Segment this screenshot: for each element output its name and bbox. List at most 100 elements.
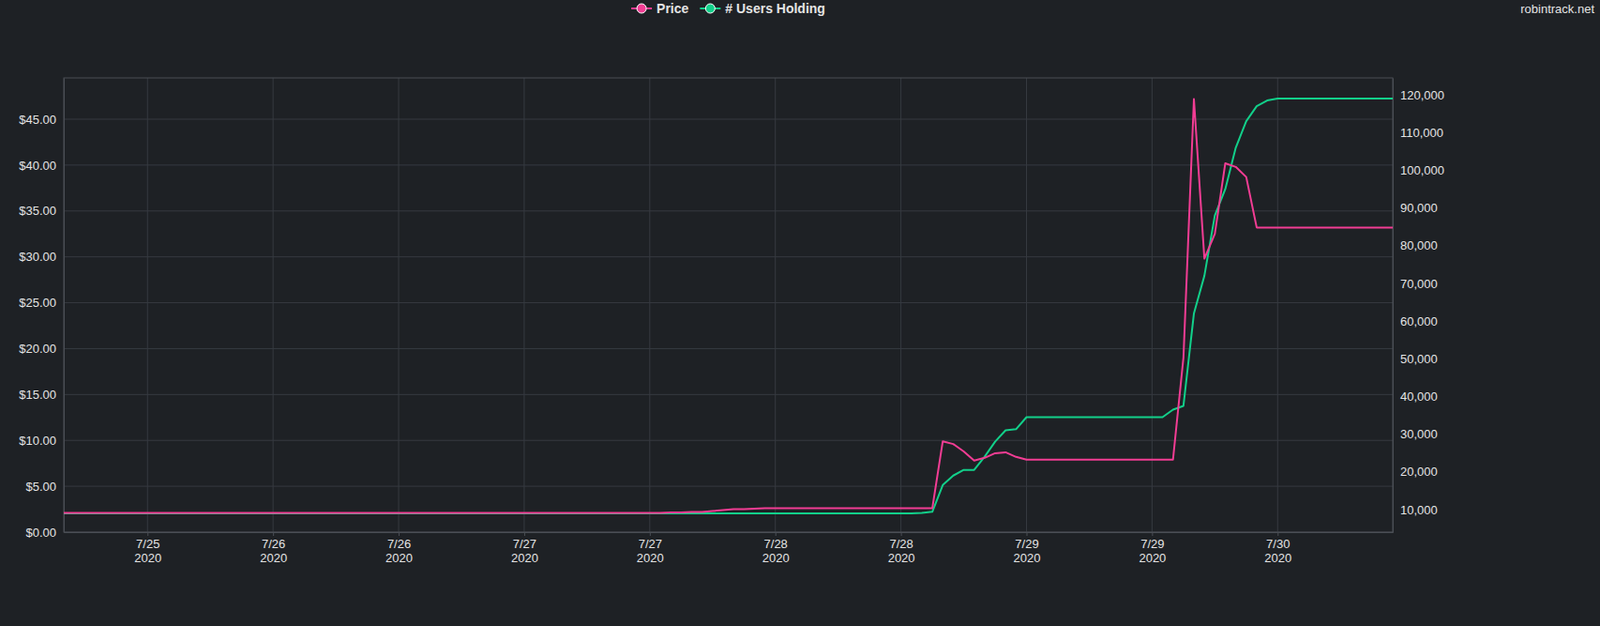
grid-line <box>272 77 274 532</box>
grid <box>63 77 1393 532</box>
tick-label: $35.00 <box>18 203 57 218</box>
tick-label: 7/272020 <box>636 536 665 565</box>
tick-label: $25.00 <box>18 295 57 310</box>
grid-line <box>63 164 1393 166</box>
tick-label: $0.00 <box>25 525 57 540</box>
tick: 7/302020 <box>1264 531 1292 565</box>
tick-label: 80,000 <box>1400 238 1438 253</box>
chart: 7/252020 7/262020 7/262020 7/272020 7/272020… <box>0 0 1600 626</box>
grid-line <box>63 485 1393 487</box>
tick-label: 110,000 <box>1400 125 1444 140</box>
tick-label: $30.00 <box>18 249 57 264</box>
tick: 7/262020 <box>259 531 287 565</box>
legend-item[interactable]: # Users Holding <box>699 0 826 16</box>
tick-mark <box>1151 531 1153 536</box>
tick: $0.00 <box>25 525 64 540</box>
tick-label: 40,000 <box>1400 389 1438 404</box>
legend-item[interactable]: Price <box>631 0 689 16</box>
tick: 7/282020 <box>888 531 916 565</box>
tick-mark <box>649 531 651 536</box>
grid-line <box>649 77 650 532</box>
tick: 7/292020 <box>1013 531 1042 565</box>
tick-label: 7/282020 <box>888 536 916 565</box>
plot-frame <box>63 77 1393 532</box>
tick: $20.00 <box>18 341 64 356</box>
tick-label: 30,000 <box>1400 426 1438 441</box>
grid-line <box>523 77 525 532</box>
tick-mark <box>147 531 149 536</box>
tick-label: $5.00 <box>25 479 57 494</box>
tick: $25.00 <box>18 295 64 310</box>
tick: $5.00 <box>25 479 64 494</box>
grid-line <box>1277 77 1279 532</box>
tick: 7/252020 <box>134 531 162 565</box>
legend-label: # Users Holding <box>724 0 826 16</box>
tick: 7/292020 <box>1138 531 1166 565</box>
tick-label: $15.00 <box>18 387 57 402</box>
tick: 7/262020 <box>385 531 413 565</box>
tick-label: 20,000 <box>1400 464 1438 479</box>
tick: 70,000 <box>1392 276 1438 291</box>
tick: 60,000 <box>1392 314 1438 329</box>
grid-line <box>63 393 1393 395</box>
tick-mark <box>398 531 400 536</box>
x-axis: 7/252020 7/262020 7/262020 7/272020 7/272020… <box>64 531 1394 565</box>
tick-mark <box>272 531 274 536</box>
legend-marker <box>705 3 715 14</box>
grid-line <box>63 439 1393 441</box>
tick: 7/272020 <box>511 531 539 565</box>
tick: $45.00 <box>18 112 64 127</box>
tick-label: 50,000 <box>1400 351 1438 366</box>
axis-line <box>63 78 65 533</box>
tick-label: 100,000 <box>1400 163 1445 178</box>
tick: 80,000 <box>1392 238 1438 253</box>
tick: 40,000 <box>1392 389 1438 404</box>
tick-label: $45.00 <box>18 112 57 127</box>
tick-label: 7/292020 <box>1013 536 1042 565</box>
tick: $35.00 <box>18 203 64 218</box>
grid-line <box>63 301 1393 303</box>
y2-axis: 10,000 20,000 30,000 40,000 50,000 60,000 70,0… <box>1392 78 1445 533</box>
grid-line <box>1026 77 1027 532</box>
tick: 30,000 <box>1392 426 1438 441</box>
series-line <box>63 98 1393 513</box>
tick: 50,000 <box>1392 351 1438 366</box>
grid-line <box>63 347 1393 349</box>
tick-mark <box>1026 531 1027 536</box>
background <box>0 0 1600 626</box>
tick-mark <box>524 531 526 536</box>
grid-line <box>774 77 776 532</box>
tick-label: 7/252020 <box>134 536 162 565</box>
grid-line <box>1151 77 1153 532</box>
tick: 20,000 <box>1392 464 1438 479</box>
tick-label: 70,000 <box>1400 276 1438 291</box>
tick-label: $20.00 <box>18 341 57 356</box>
grid-line <box>63 256 1393 257</box>
tick-label: 7/282020 <box>762 536 790 565</box>
tick: 110,000 <box>1392 125 1444 140</box>
tick: $10.00 <box>18 433 64 448</box>
plot-area <box>63 98 1393 514</box>
tick-mark <box>775 531 777 536</box>
axis-line <box>64 531 1394 533</box>
tick-label: 7/272020 <box>511 536 539 565</box>
tick-label: 7/262020 <box>259 536 287 565</box>
grid-line <box>147 77 149 532</box>
axis-line <box>1392 78 1394 533</box>
tick: $30.00 <box>18 249 64 264</box>
tick: $40.00 <box>18 158 64 173</box>
tick-label: 60,000 <box>1400 314 1438 329</box>
tick: 90,000 <box>1392 200 1438 215</box>
tick: 7/272020 <box>636 531 665 565</box>
tick-label: 10,000 <box>1400 502 1438 517</box>
grid-line <box>63 210 1393 212</box>
tick: $15.00 <box>18 387 64 402</box>
tick-label: 7/302020 <box>1264 536 1292 565</box>
tick: 120,000 <box>1392 88 1445 103</box>
tick-label: $40.00 <box>18 158 57 173</box>
tick-mark <box>1277 531 1279 536</box>
legend-marker <box>636 3 647 14</box>
grid-line <box>398 77 400 532</box>
tick: 7/282020 <box>762 531 790 565</box>
tick-label: $10.00 <box>18 433 57 448</box>
